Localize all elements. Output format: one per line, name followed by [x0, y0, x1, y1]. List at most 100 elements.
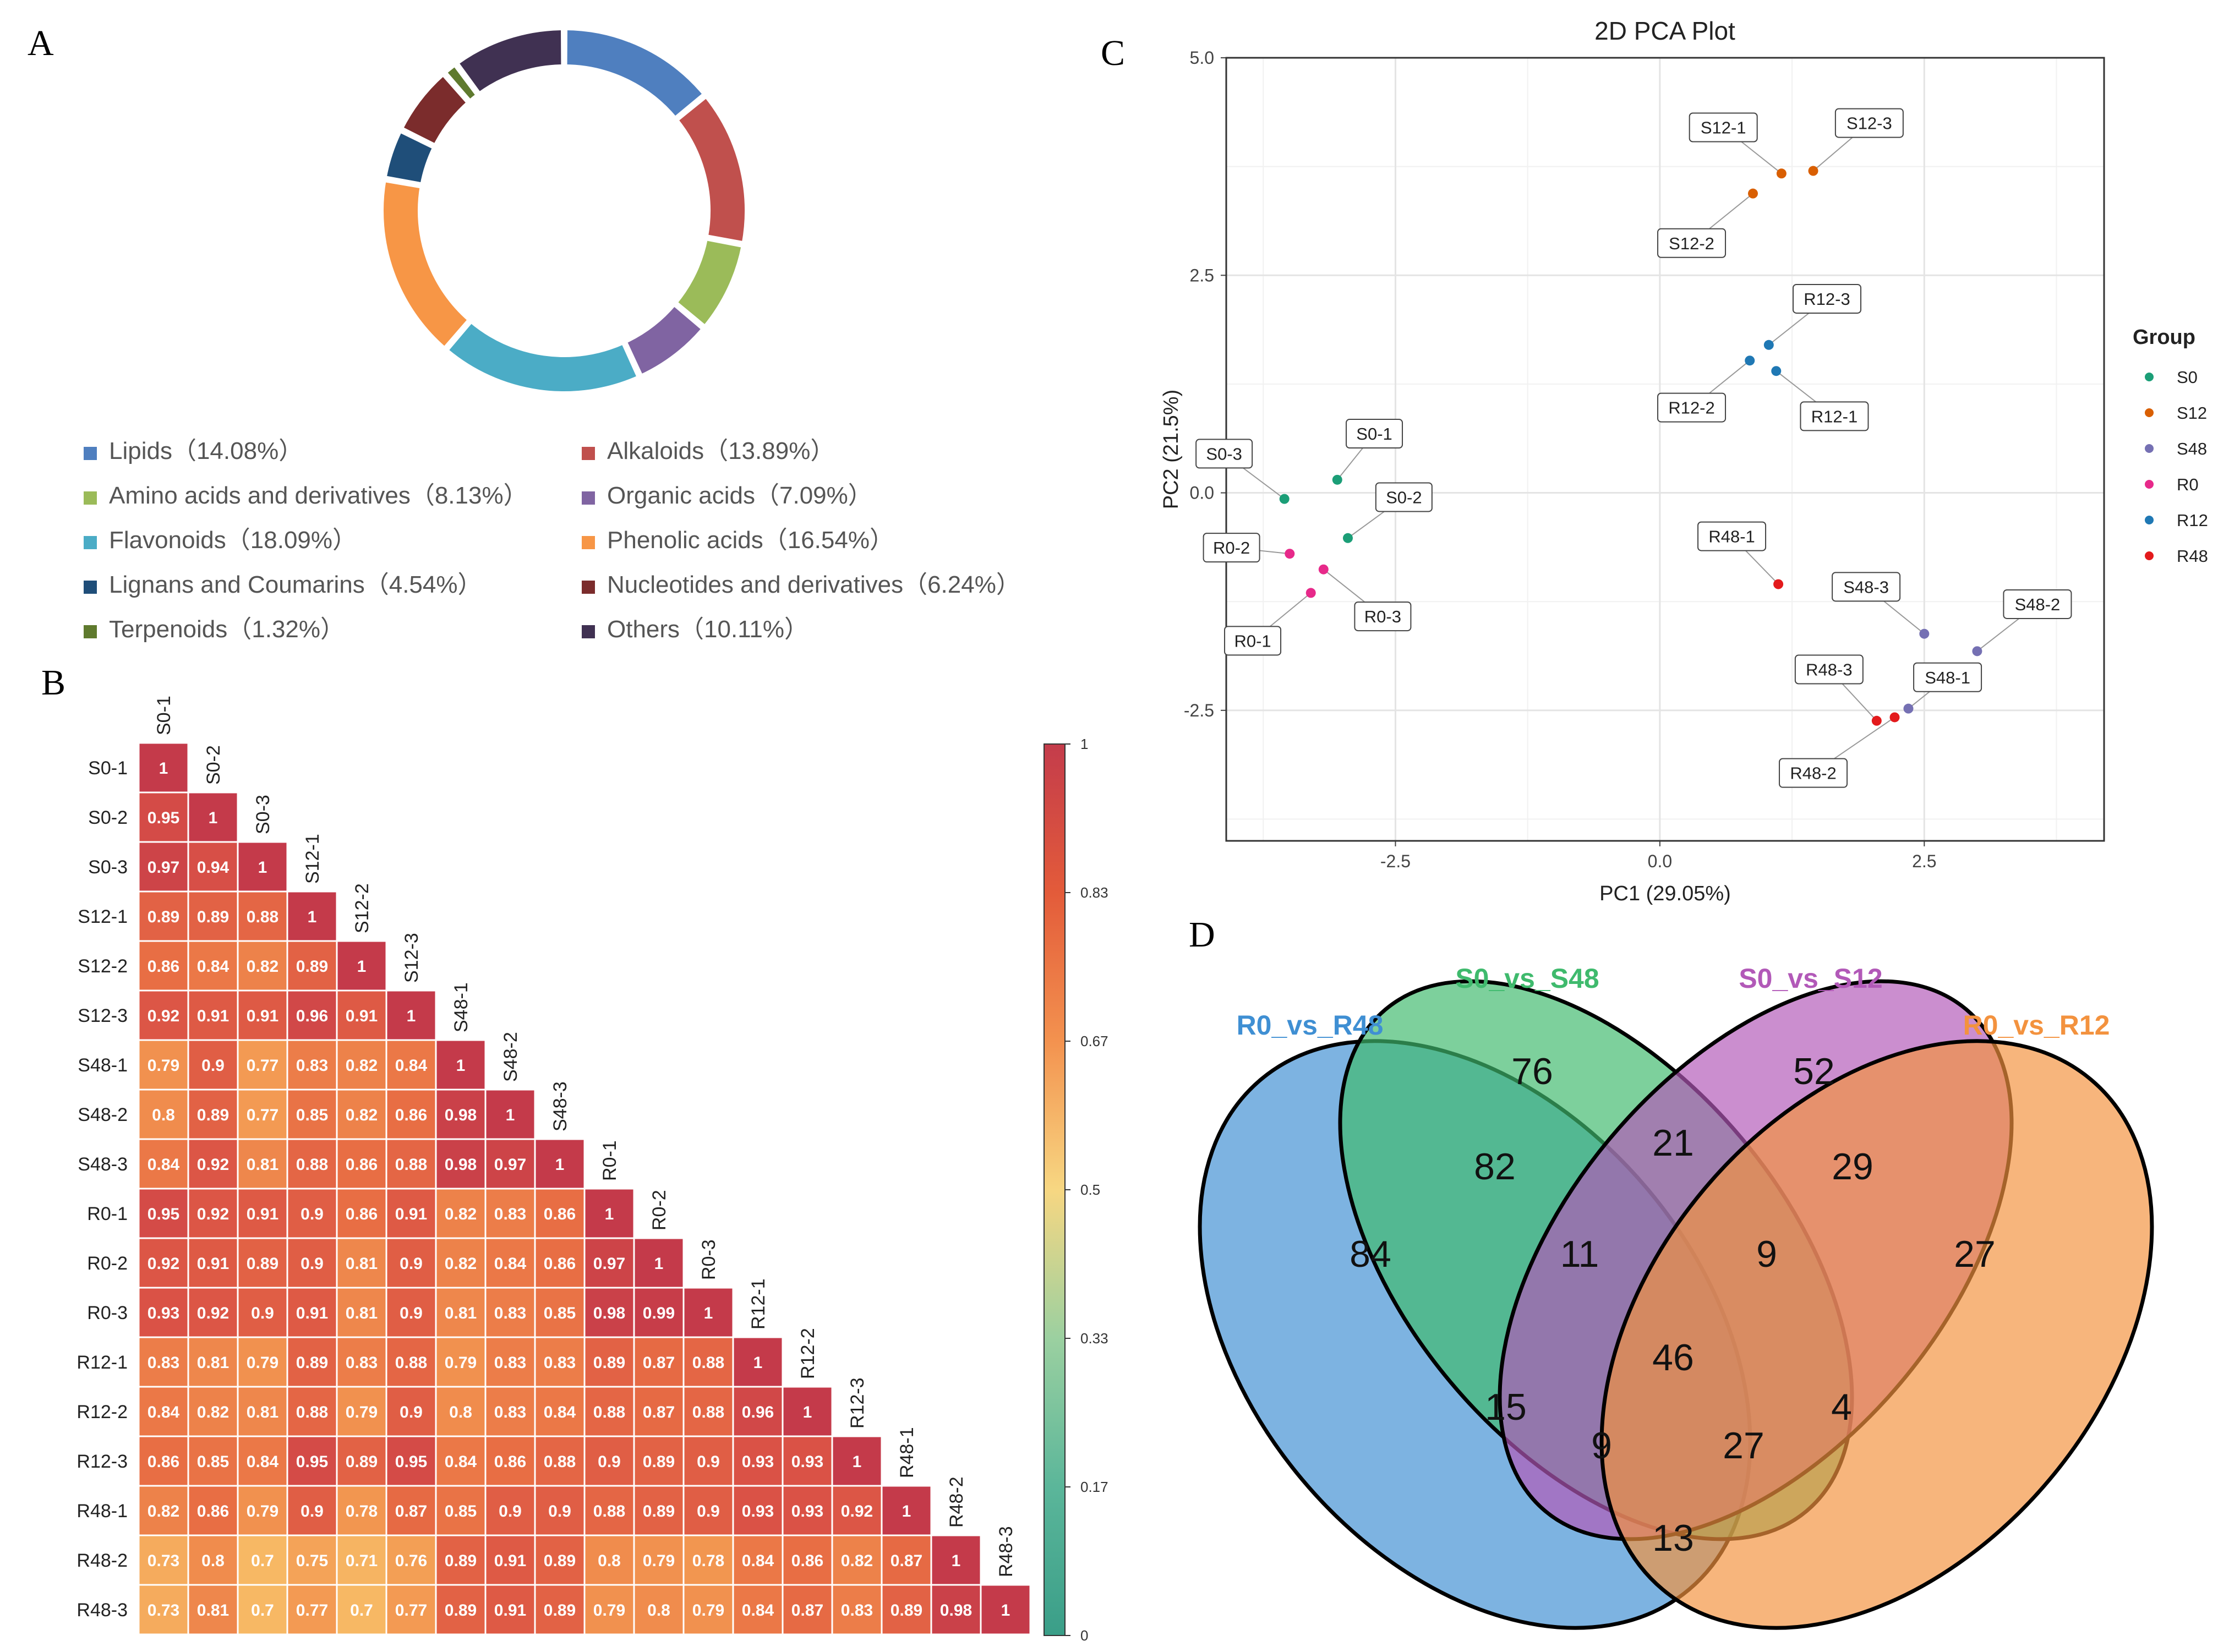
- heatmap-cell: [237, 1287, 288, 1338]
- heatmap-cell-value: 0.98: [445, 1156, 477, 1174]
- legend-swatch: [582, 447, 595, 460]
- heatmap-cell-value: 0.87: [791, 1601, 823, 1620]
- pca-point-label-box: [1195, 439, 1253, 469]
- heatmap-cell-value: 0.79: [247, 1502, 278, 1520]
- heatmap-cell-value: 0.88: [395, 1354, 427, 1372]
- heatmap-col-label: S48-3: [550, 1081, 571, 1131]
- legend-label: Lipids（14.08%）: [109, 437, 303, 464]
- heatmap-col-label: R0-2: [649, 1190, 670, 1230]
- heatmap-cell-value: 0.87: [643, 1354, 675, 1372]
- heatmap-cell-value: 0.73: [147, 1552, 179, 1570]
- pca-point-label: R12-2: [1668, 398, 1714, 418]
- heatmap-col-label: S12-1: [302, 834, 323, 884]
- heatmap-cell-value: 0.79: [147, 1057, 179, 1075]
- colorbar-tick-label: 0.67: [1080, 1033, 1108, 1049]
- heatmap-cell-value: 1: [704, 1304, 713, 1322]
- heatmap-cell: [286, 1237, 338, 1289]
- pca-point: [1763, 340, 1774, 350]
- heatmap-col-label: R12-3: [847, 1377, 868, 1429]
- heatmap-cell: [187, 1435, 239, 1487]
- heatmap-cell-value: 0.84: [544, 1403, 576, 1421]
- heatmap-cell: [930, 1534, 982, 1586]
- pca-point-label: R0-3: [1364, 607, 1401, 626]
- pca-legend-label: R48: [2177, 546, 2208, 566]
- pca-point-label: S12-2: [1669, 234, 1714, 253]
- venn-region-count: 13: [1652, 1517, 1694, 1559]
- heatmap-cell-value: 0.84: [742, 1552, 774, 1570]
- legend-swatch: [582, 536, 595, 549]
- pca-legend-label: R0: [2177, 475, 2199, 494]
- heatmap-cell: [484, 1336, 536, 1388]
- pca-legend-label: S12: [2177, 403, 2207, 423]
- heatmap-col-label: S0-3: [253, 795, 274, 834]
- pca-point: [1773, 579, 1784, 589]
- heatmap-cell: [286, 1386, 338, 1437]
- heatmap-cell: [484, 1584, 536, 1635]
- pca-point-label: S12-3: [1846, 114, 1892, 133]
- heatmap-cell: [187, 1237, 239, 1289]
- heatmap-cell-value: 0.94: [197, 858, 230, 877]
- venn-region-count: 52: [1793, 1051, 1835, 1092]
- heatmap-cell-value: 0.81: [346, 1255, 378, 1273]
- heatmap-row-label: S48-1: [78, 1055, 128, 1076]
- heatmap-cell-value: 0.86: [791, 1552, 823, 1570]
- pca-point: [1318, 564, 1329, 575]
- heatmap-cell-value: 0.91: [197, 1255, 229, 1273]
- heatmap-cell-value: 0.89: [643, 1502, 675, 1520]
- heatmap-row-label: S12-2: [78, 956, 128, 977]
- heatmap-cell-value: 0.9: [251, 1304, 274, 1322]
- legend-swatch: [582, 491, 595, 505]
- heatmap-cell: [484, 1485, 536, 1536]
- heatmap-cell-value: 0.89: [445, 1552, 477, 1570]
- heatmap-cell-value: 0.82: [346, 1106, 378, 1124]
- heatmap-row-label: S12-3: [78, 1005, 128, 1026]
- heatmap-cell: [138, 1435, 189, 1487]
- heatmap-cell: [237, 1534, 288, 1586]
- heatmap-cell-value: 0.86: [346, 1205, 378, 1223]
- heatmap-cell-value: 1: [555, 1156, 565, 1174]
- heatmap-cell-value: 0.91: [247, 1205, 278, 1223]
- heatmap-cell-value: 0.93: [791, 1502, 823, 1520]
- heatmap-cell-value: 0.88: [692, 1354, 724, 1372]
- heatmap-cell: [682, 1534, 734, 1586]
- colorbar-tick-label: 0.17: [1080, 1479, 1108, 1495]
- heatmap-cell-value: 0.84: [247, 1453, 279, 1471]
- heatmap-cell-value: 1: [853, 1453, 862, 1471]
- heatmap-cell: [336, 989, 387, 1041]
- heatmap-cell: [633, 1485, 685, 1536]
- pca-legend-marker: [2145, 444, 2154, 453]
- heatmap-cell-value: 0.73: [147, 1601, 179, 1620]
- pca-point: [1808, 166, 1818, 176]
- pca-point-label-box: [1800, 401, 1869, 431]
- heatmap-row-label: R0-1: [87, 1204, 128, 1224]
- heatmap-cell-value: 0.77: [395, 1601, 427, 1620]
- legend-label: Lignans and Coumarins（4.54%）: [109, 571, 482, 598]
- heatmap-cell: [237, 940, 288, 992]
- heatmap-cell-value: 0.9: [301, 1205, 324, 1223]
- heatmap-cell-value: 0.89: [544, 1552, 576, 1570]
- heatmap-cell-value: 0.79: [346, 1403, 378, 1421]
- colorbar-tick-label: 1: [1080, 736, 1088, 752]
- heatmap-col-label: R0-3: [698, 1239, 719, 1280]
- heatmap-col-label: R48-1: [897, 1427, 917, 1478]
- heatmap-cell: [138, 791, 189, 843]
- heatmap-cell-value: 0.78: [692, 1552, 724, 1570]
- heatmap-cell: [435, 1287, 487, 1338]
- heatmap-cell-value: 0.9: [400, 1255, 423, 1273]
- heatmap-cell: [187, 1534, 239, 1586]
- pca-legend-label: S48: [2177, 439, 2207, 458]
- heatmap-cell-value: 0.83: [841, 1601, 873, 1620]
- pca-point: [1919, 628, 1930, 639]
- heatmap-cell: [782, 1534, 833, 1586]
- heatmap-row-label: S0-1: [88, 758, 128, 779]
- heatmap-cell: [286, 1485, 338, 1536]
- heatmap-cell-value: 0.78: [346, 1502, 378, 1520]
- pca-point-label-box: [1794, 654, 1864, 685]
- heatmap-cell-value: 0.92: [841, 1502, 873, 1520]
- pca-point-label: R48-3: [1806, 660, 1852, 680]
- heatmap-cell-value: 0.79: [445, 1354, 477, 1372]
- heatmap-cell: [831, 1534, 883, 1586]
- legend-label: Phenolic acids（16.54%）: [607, 527, 894, 554]
- heatmap-cell-value: 1: [803, 1403, 812, 1421]
